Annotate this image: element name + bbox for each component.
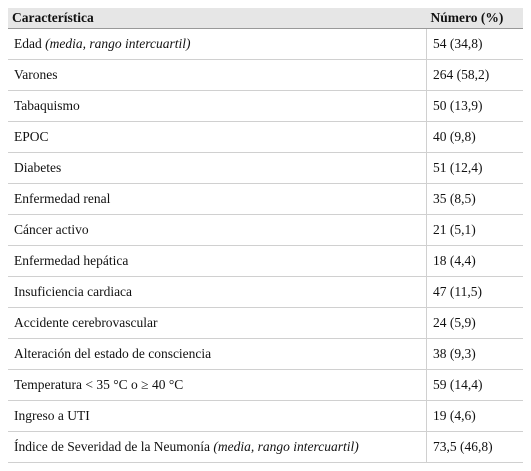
value-cell: 18 (4,4): [426, 245, 523, 277]
table-row: Diabetes 51 (12,4): [8, 152, 523, 184]
table-row: Edad (media, rango intercuartil) 54 (34,8…: [8, 28, 523, 60]
label-cell: Insuficiencia cardiaca: [8, 276, 427, 308]
value-cell: 264 (58,2): [426, 59, 523, 91]
value-cell: 73,5 (46,8): [426, 431, 523, 463]
table-row: Insuficiencia cardiaca 47 (11,5): [8, 276, 523, 308]
label-cell: Diabetes: [8, 152, 427, 184]
table-row: Alteración del estado de consciencia 38 (…: [8, 338, 523, 370]
header-row: Característica Número (%): [8, 8, 523, 29]
value-cell: 59 (14,4): [426, 369, 523, 401]
header-cell: Característica: [8, 8, 427, 29]
value-cell: 38 (9,3): [426, 338, 523, 370]
row-label: Alteración del estado de consciencia: [14, 346, 212, 361]
row-label: Varones: [14, 67, 58, 82]
value-cell: 19 (4,6): [426, 400, 523, 432]
value-cell: 47 (11,5): [426, 276, 523, 308]
row-label: Temperatura < 35 °C o ≥ 40 °C: [14, 377, 184, 392]
table-row: Enfermedad renal 35 (8,5): [8, 183, 523, 215]
label-cell: EPOC: [8, 121, 427, 153]
row-label: Insuficiencia cardiaca: [14, 284, 133, 299]
value-cell: 54 (34,8): [426, 28, 523, 60]
row-note: (media, rango intercuartil): [45, 36, 191, 51]
value-cell: 24 (5,9): [426, 307, 523, 339]
table-row: Temperatura < 35 °C o ≥ 40 °C 59 (14,4): [8, 369, 523, 401]
row-label: Enfermedad renal: [14, 191, 111, 206]
table-row: Cáncer activo 21 (5,1): [8, 214, 523, 246]
label-cell: Enfermedad renal: [8, 183, 427, 215]
row-label: Cáncer activo: [14, 222, 89, 237]
value-cell: 21 (5,1): [426, 214, 523, 246]
label-cell: Ingreso a UTI: [8, 400, 427, 432]
value-cell: 40 (9,8): [426, 121, 523, 153]
label-cell: Tabaquismo: [8, 90, 427, 122]
value-cell: 35 (8,5): [426, 183, 523, 215]
label-cell: Índice de Severidad de la Neumonía (medi…: [8, 431, 427, 463]
label-cell: Alteración del estado de consciencia: [8, 338, 427, 370]
table-row: Tabaquismo 50 (13,9): [8, 90, 523, 122]
table-row: Ingreso a UTI 19 (4,6): [8, 400, 523, 432]
label-cell: Varones: [8, 59, 427, 91]
row-label: Accidente cerebrovascular: [14, 315, 158, 330]
value-cell: 50 (13,9): [426, 90, 523, 122]
header-cell: Número (%): [426, 8, 523, 29]
table-row: Enfermedad hepática 18 (4,4): [8, 245, 523, 277]
label-cell: Cáncer activo: [8, 214, 427, 246]
row-note: (media, rango intercuartil): [213, 439, 359, 454]
row-label: Tabaquismo: [14, 98, 80, 113]
label-cell: Enfermedad hepática: [8, 245, 427, 277]
row-label: Diabetes: [14, 160, 62, 175]
row-label: EPOC: [14, 129, 49, 144]
table-row: Índice de Severidad de la Neumonía (medi…: [8, 431, 523, 463]
value-cell: 51 (12,4): [426, 152, 523, 184]
row-label: Enfermedad hepática: [14, 253, 129, 268]
table-body: Edad (media, rango intercuartil) 54 (34,8…: [8, 28, 523, 463]
table-row: Accidente cerebrovascular 24 (5,9): [8, 307, 523, 339]
row-label: Índice de Severidad de la Neumonía: [14, 439, 211, 454]
data-table: Característica Número (%) Edad (media, r…: [8, 8, 523, 463]
label-cell: Edad (media, rango intercuartil): [8, 28, 427, 60]
row-label: Ingreso a UTI: [14, 408, 90, 423]
label-cell: Temperatura < 35 °C o ≥ 40 °C: [8, 369, 427, 401]
row-label: Edad: [14, 36, 42, 51]
label-cell: Accidente cerebrovascular: [8, 307, 427, 339]
table-row: EPOC 40 (9,8): [8, 121, 523, 153]
table-header: Característica Número (%): [8, 8, 523, 29]
table-row: Varones 264 (58,2): [8, 59, 523, 91]
